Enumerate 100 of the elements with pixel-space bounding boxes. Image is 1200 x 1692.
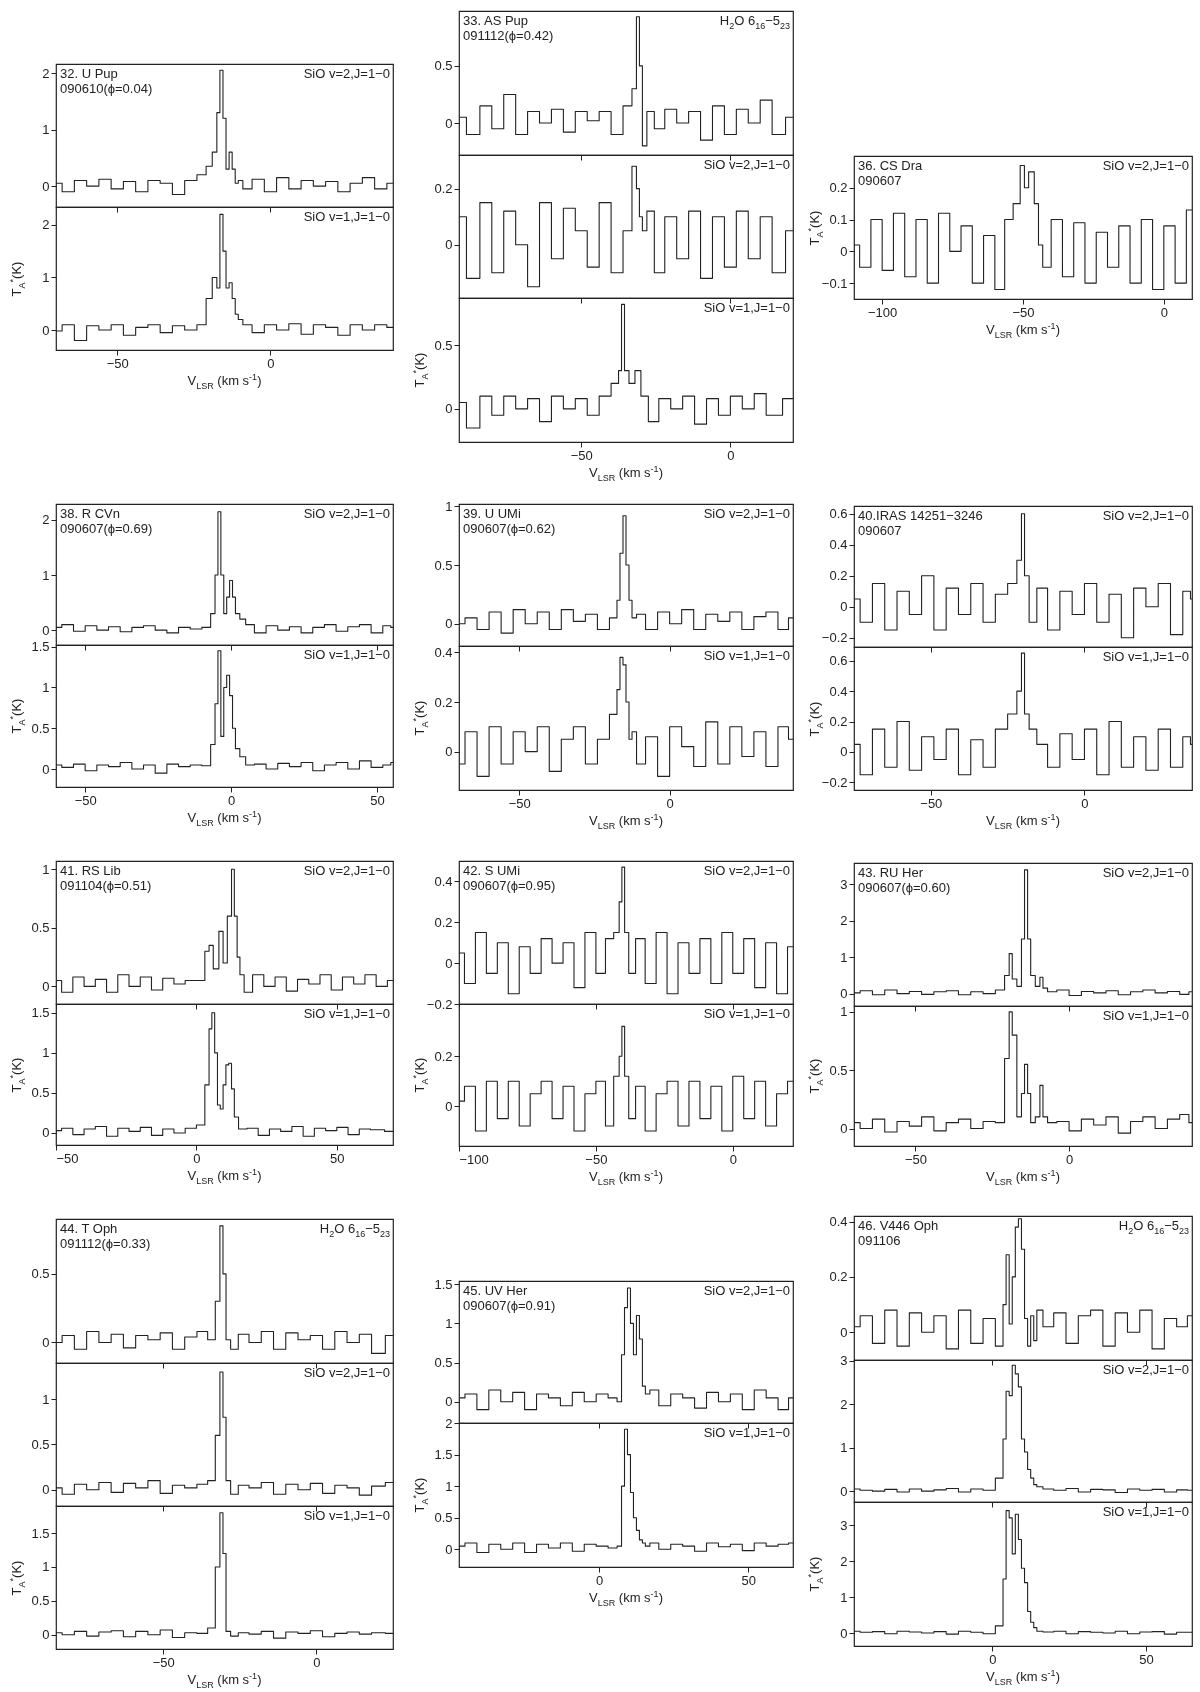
y-tick-label: 0.5 — [31, 1593, 50, 1609]
annotation: 46. V446 Oph — [858, 1218, 939, 1233]
annotation: 090607(ϕ=0.91) — [463, 1298, 556, 1313]
y-tick-label: 1 — [445, 498, 453, 514]
x-tick-label: −50 — [508, 795, 531, 811]
annotation: 39. U UMi — [463, 506, 521, 521]
annotation: SiO v=1,J=1−0 — [303, 209, 390, 224]
x-axis-title: V$_{LSR}$ (km s$^{-1}$) — [187, 371, 262, 393]
x-tick-label: 0 — [1160, 304, 1168, 320]
annotation: 090607(ϕ=0.69) — [60, 521, 153, 536]
x-tick-label: 50 — [370, 792, 385, 808]
y-tick-label: 1 — [840, 949, 848, 965]
y-tick-label: 0 — [42, 178, 50, 194]
annotation: 42. S UMi — [463, 863, 521, 878]
y-tick-label: 0.5 — [434, 557, 453, 573]
annotation: SiO v=2,J=1−0 — [703, 506, 790, 521]
y-tick-label: 1 — [42, 1559, 50, 1575]
x-axis-title: V$_{LSR}$ (km s$^{-1}$) — [589, 463, 663, 485]
annotation: 43. RU Her — [858, 865, 924, 880]
annotation: SiO v=1,J=1−0 — [1102, 649, 1189, 664]
y-tick-label: 2 — [42, 217, 50, 233]
x-tick-label: −50 — [920, 795, 943, 811]
y-tick-label: 1.5 — [31, 639, 50, 655]
y-tick-label: 0.5 — [434, 1355, 453, 1371]
x-tick-label: 50 — [330, 1150, 345, 1166]
y-tick-label: 0 — [445, 401, 453, 417]
y-tick-label: 1 — [42, 861, 50, 877]
annotation: 32. U Pup — [60, 66, 118, 81]
y-tick-label: 0 — [840, 1121, 848, 1136]
y-tick-label: 1 — [42, 269, 50, 285]
y-tick-label: 3 — [840, 1517, 848, 1533]
x-tick-label: −50 — [74, 792, 97, 808]
y-tick-label: 0.2 — [434, 694, 453, 710]
annotation: 090610(ϕ=0.04) — [60, 81, 153, 96]
y-tick-label: 1.5 — [31, 1005, 50, 1021]
annotation: SiO v=2,J=1−0 — [703, 157, 790, 172]
y-tick-label: 0.2 — [829, 180, 848, 196]
annotation: 091112(ϕ=0.42) — [463, 28, 554, 43]
annotation: SiO v=2,J=1−0 — [1102, 158, 1189, 173]
x-axis-title: V$_{LSR}$ (km s$^{-1}$) — [589, 811, 663, 833]
annotation: 090607(ϕ=0.95) — [463, 878, 556, 893]
annotation: 090607 — [858, 523, 902, 538]
y-tick-label: 2 — [840, 1553, 848, 1569]
x-axis-title: V$_{LSR}$ (km s$^{-1}$) — [986, 1667, 1060, 1689]
y-tick-label: 0 — [42, 978, 50, 994]
y-tick-label: 0.5 — [434, 1510, 453, 1526]
x-tick-label: 0 — [1081, 795, 1089, 811]
annotation: 40.IRAS 14251−3246 — [858, 508, 983, 523]
x-axis-title: V$_{LSR}$ (km s$^{-1}$) — [986, 811, 1060, 833]
y-tick-label: 0.2 — [829, 714, 848, 730]
y-tick-label: 0 — [840, 986, 848, 1002]
y-tick-label: 2 — [840, 1396, 848, 1412]
y-tick-label: 0 — [42, 1482, 50, 1498]
y-tick-label: 0 — [445, 955, 453, 971]
x-tick-label: −50 — [152, 1654, 175, 1670]
y-tick-label: 0 — [840, 243, 848, 259]
annotation: 090607 — [858, 173, 902, 188]
y-tick-label: 0.2 — [434, 181, 453, 197]
y-tick-label: 2 — [42, 512, 50, 528]
y-tick-label: 3 — [840, 876, 848, 892]
annotation: SiO v=2,J=1−0 — [303, 506, 390, 521]
y-tick-label: 1 — [840, 1589, 848, 1605]
y-tick-label: 0 — [42, 1125, 50, 1141]
y-tick-label: 3 — [840, 1353, 848, 1369]
x-axis-title: V$_{LSR}$ (km s$^{-1}$) — [187, 1166, 262, 1188]
y-tick-label: 0 — [445, 1098, 453, 1114]
y-tick-label: 0 — [42, 1334, 50, 1350]
y-tick-label: 0 — [840, 744, 848, 760]
annotation: 45. UV Her — [463, 1283, 528, 1298]
annotation: SiO v=1,J=1−0 — [1102, 1008, 1189, 1023]
y-tick-label: 2 — [840, 913, 848, 929]
y-tick-label: 0 — [445, 115, 453, 131]
annotation: 38. R CVn — [60, 506, 120, 521]
y-tick-label: 0.1 — [829, 212, 848, 228]
y-tick-label: 0.5 — [434, 58, 453, 74]
y-tick-label: 0 — [445, 744, 453, 760]
y-tick-label: 0.4 — [434, 644, 453, 660]
y-tick-label: 1 — [42, 567, 50, 583]
x-tick-label: −50 — [904, 1151, 927, 1167]
x-tick-label: −50 — [570, 447, 593, 463]
y-tick-label: 0 — [840, 1483, 848, 1499]
y-tick-label: 0.6 — [829, 506, 848, 522]
annotation: H$_{2}$O 6$_{16}$−5$_{23}$ — [1118, 1218, 1189, 1238]
annotation: SiO v=1,J=1−0 — [703, 1006, 790, 1021]
x-tick-label: 0 — [989, 1651, 997, 1667]
annotation: 091104(ϕ=0.51) — [60, 878, 152, 893]
annotation: 36. CS Dra — [858, 158, 923, 173]
annotation: SiO v=2,J=1−0 — [1102, 1362, 1189, 1377]
y-tick-label: 0.5 — [829, 1062, 848, 1078]
x-tick-label: 0 — [313, 1654, 321, 1670]
annotation: SiO v=1,J=1−0 — [703, 300, 790, 315]
y-tick-label: 1.5 — [31, 1525, 50, 1541]
y-tick-label: 0 — [840, 599, 848, 615]
y-tick-label: 0.2 — [434, 914, 453, 930]
y-tick-label: 2 — [445, 1415, 453, 1431]
y-tick-label: 0.6 — [829, 653, 848, 669]
y-tick-label: 1 — [42, 679, 50, 695]
annotation: SiO v=1,J=1−0 — [703, 648, 790, 663]
annotation: 090607(ϕ=0.62) — [463, 521, 556, 536]
y-tick-label: 1 — [840, 1004, 848, 1020]
